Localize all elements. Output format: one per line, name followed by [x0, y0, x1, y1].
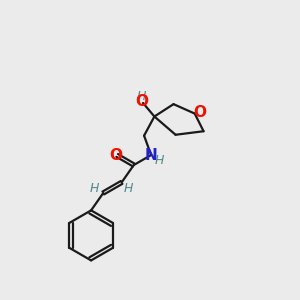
Text: O: O [194, 105, 206, 120]
Text: O: O [135, 94, 148, 109]
Text: H: H [137, 90, 146, 103]
Text: H: H [123, 182, 133, 195]
Text: N: N [145, 148, 158, 163]
Text: H: H [155, 154, 164, 167]
Text: H: H [90, 182, 99, 195]
Text: O: O [109, 148, 122, 163]
